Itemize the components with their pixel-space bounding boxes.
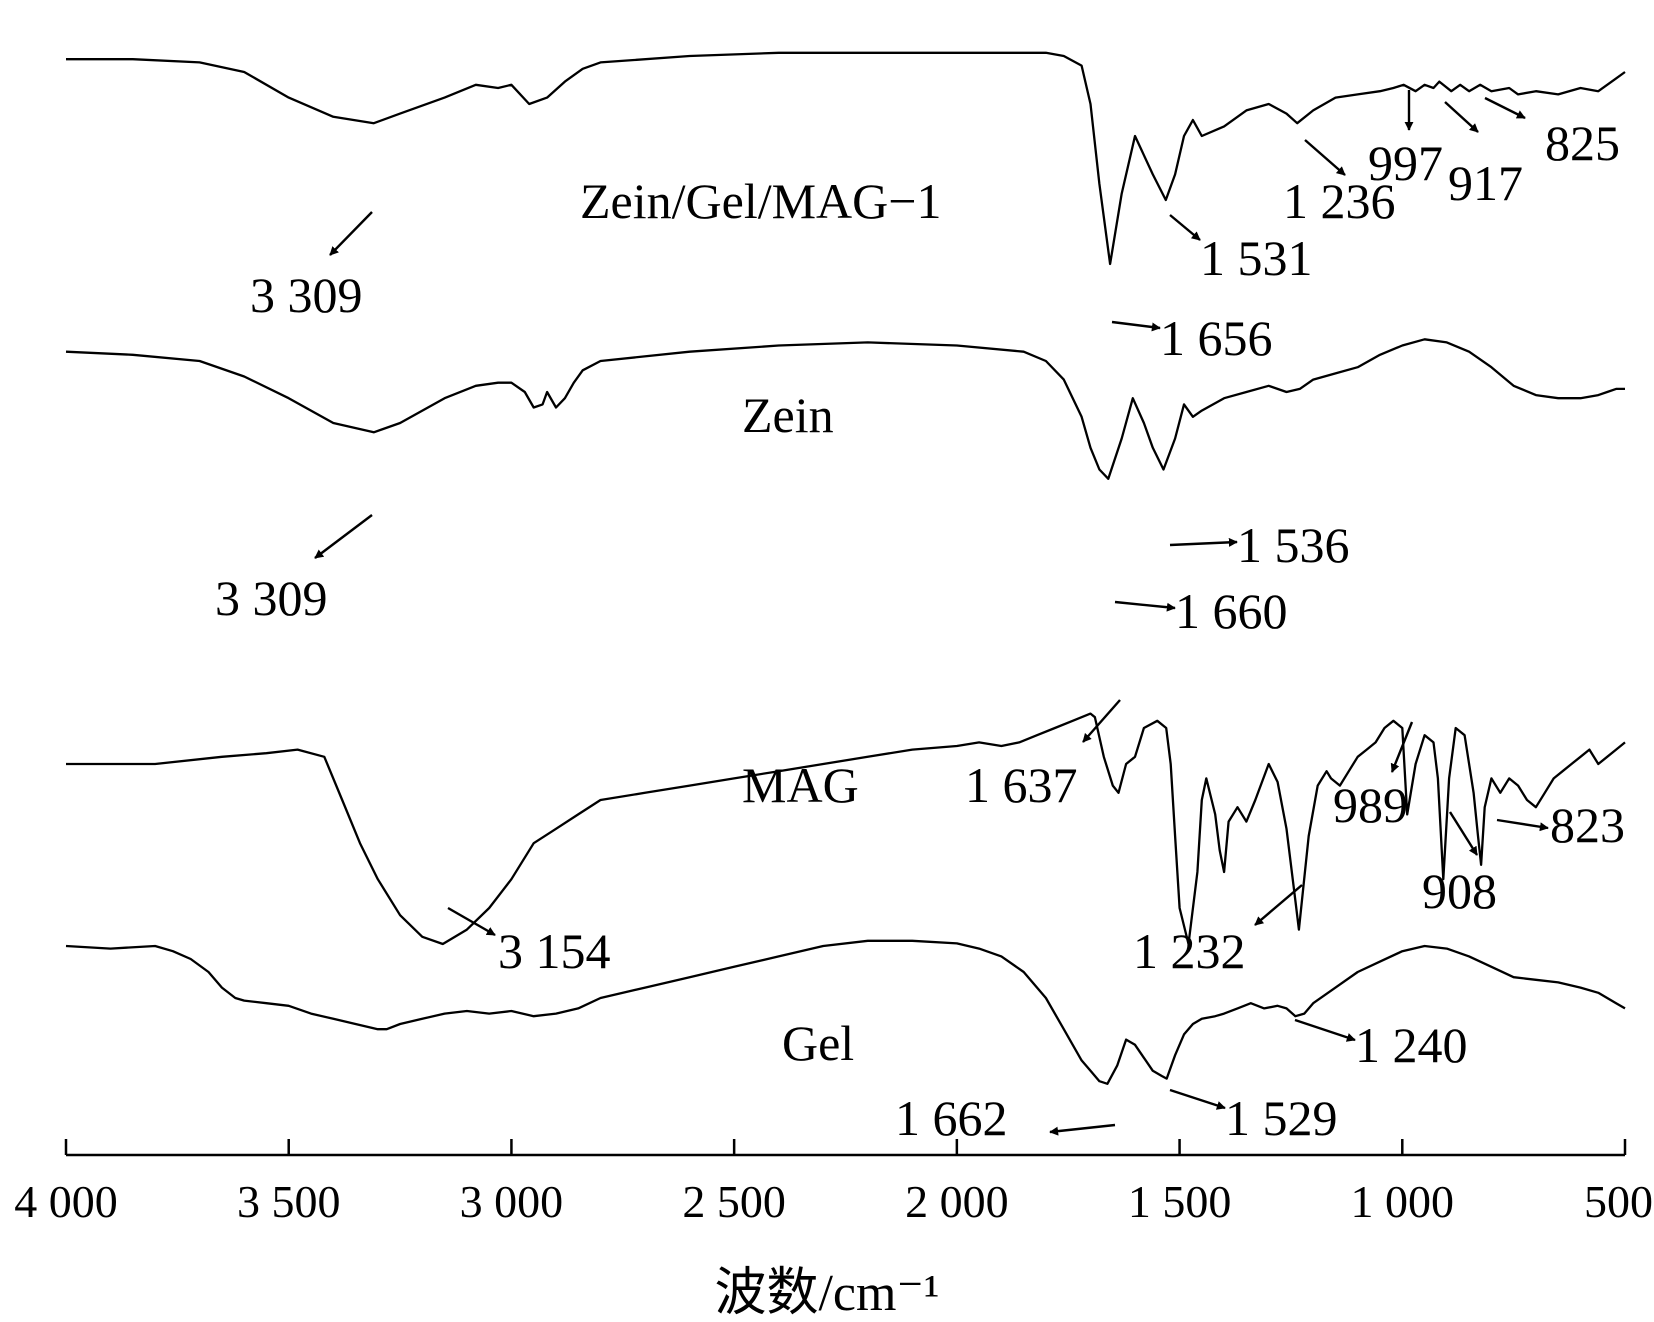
- arrow-mag-989: [1390, 721, 1414, 773]
- peak-label-mag-908: 908: [1422, 863, 1497, 919]
- peak-label-zgm-1656: 1 656: [1160, 310, 1273, 366]
- peak-label-gel-1662: 1 662: [895, 1090, 1008, 1146]
- peak-label-zgm-3309: 3 309: [250, 267, 363, 323]
- x-tick-label-3000: 3 000: [460, 1176, 564, 1227]
- arrow-mag-3154: [447, 906, 496, 937]
- x-tick-label-1500: 1 500: [1128, 1176, 1232, 1227]
- peak-label-zgm-1236: 1 236: [1283, 173, 1396, 229]
- arrow-zein-1660: [1114, 600, 1176, 612]
- arrow-mag-908: [1448, 811, 1479, 856]
- spectrum-line-mag: [66, 712, 1626, 946]
- peak-arrows: [314, 90, 1549, 1136]
- peak-label-zein-3309: 3 309: [215, 570, 328, 626]
- peak-label-zgm-1531: 1 531: [1200, 230, 1313, 286]
- arrow-zgm-1236: [1304, 139, 1346, 176]
- x-tick-label-500: 500: [1584, 1176, 1653, 1227]
- peak-label-mag-1232: 1 232: [1133, 923, 1246, 979]
- peak-label-zein-1660: 1 660: [1175, 583, 1288, 639]
- arrow-zein-1536: [1169, 537, 1238, 547]
- spectrum-line-zein: [65, 338, 1625, 480]
- spectrum-curves: [65, 51, 1626, 1085]
- arrow-mag-823: [1496, 818, 1549, 832]
- x-tick-label-3500: 3 500: [237, 1176, 341, 1227]
- series-label-mag: MAG: [742, 757, 859, 813]
- arrow-gel-1529: [1169, 1088, 1226, 1110]
- series-label-zein: Zein: [742, 387, 834, 443]
- peak-label-mag-989: 989: [1333, 777, 1408, 833]
- arrow-mag-1232: [1254, 884, 1303, 926]
- series-label-zein-gel-mag: Zein/Gel/MAG−1: [580, 173, 941, 229]
- x-tick-label-4000: 4 000: [14, 1176, 118, 1227]
- arrow-zgm-1531: [1169, 214, 1201, 241]
- x-tick-label-2500: 2 500: [682, 1176, 786, 1227]
- arrow-gel-1662: [1049, 1123, 1116, 1136]
- peak-label-gel-1529: 1 529: [1225, 1090, 1338, 1146]
- peak-label-mag-1637: 1 637: [965, 757, 1078, 813]
- x-tick-label-1000: 1 000: [1351, 1176, 1455, 1227]
- arrow-zgm-917: [1444, 101, 1479, 133]
- arrow-zgm-3309: [329, 211, 373, 256]
- peak-label-mag-3154: 3 154: [498, 923, 611, 979]
- peak-label-mag-823: 823: [1550, 797, 1625, 853]
- series-labels: Zein/Gel/MAG−1 Zein MAG Gel: [580, 173, 941, 1071]
- peak-label-zgm-997: 997: [1368, 135, 1443, 191]
- spectrum-line-gel: [65, 939, 1626, 1085]
- peak-label-gel-1240: 1 240: [1355, 1017, 1468, 1073]
- arrow-mag-1637: [1082, 699, 1121, 743]
- x-axis-ticks: 4 000 3 500 3 000 2 500 2 000 1 500 1 000 500: [14, 1139, 1653, 1227]
- arrow-zein-3309: [314, 514, 373, 559]
- arrow-zgm-1656: [1111, 320, 1161, 332]
- x-tick-label-2000: 2 000: [905, 1176, 1009, 1227]
- arrow-gel-1240: [1294, 1018, 1356, 1042]
- arrow-zgm-825: [1484, 96, 1526, 120]
- spectrum-line-zein-gel-mag: [66, 51, 1626, 266]
- peak-annotations: 3 309 1 656 1 531 1 236 997 917 825 3 30…: [215, 115, 1625, 1146]
- peak-label-zgm-917: 917: [1448, 155, 1523, 211]
- x-axis-title: 波数/cm⁻¹: [714, 1265, 939, 1322]
- peak-label-zgm-825: 825: [1545, 115, 1620, 171]
- series-label-gel: Gel: [782, 1015, 854, 1071]
- peak-label-zein-1536: 1 536: [1237, 517, 1350, 573]
